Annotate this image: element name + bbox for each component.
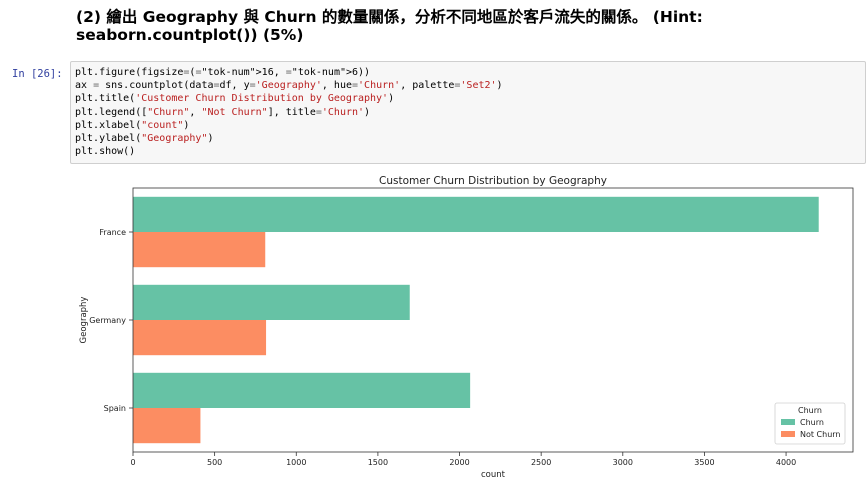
y-axis-label: Geography — [79, 297, 89, 344]
x-tick-label: 3500 — [694, 458, 714, 467]
countplot-chart: Customer Churn Distribution by Geography… — [79, 175, 854, 479]
x-tick-label: 2000 — [449, 458, 469, 467]
heading-line-2: seaborn.countplot()) (5%) — [76, 26, 304, 44]
legend-entry: Not Churn — [800, 430, 841, 439]
legend-swatch — [781, 431, 795, 437]
bar-not-churn-germany — [133, 320, 267, 356]
legend-swatch — [781, 419, 795, 425]
legend-title: Churn — [798, 406, 822, 415]
x-tick-label: 3000 — [613, 458, 633, 467]
code-line: plt.show() — [75, 146, 136, 158]
code-line: plt.figure(figsize=(="tok-num">16, ="tok… — [75, 67, 371, 78]
legend-entry: Churn — [800, 418, 824, 427]
code-cell-editor[interactable]: plt.figure(figsize=(="tok-num">16, ="tok… — [70, 61, 866, 164]
code-line: plt.xlabel("count") — [75, 119, 190, 131]
plot-frame — [132, 187, 854, 453]
x-tick-label: 500 — [207, 458, 222, 467]
code-line: plt.legend(["Churn", "Not Churn"], title… — [75, 106, 371, 118]
x-tick-label: 1000 — [286, 458, 306, 467]
code-line: plt.ylabel("Geography") — [75, 133, 214, 145]
code-line: plt.title('Customer Churn Distribution b… — [75, 93, 395, 105]
bar-not-churn-france — [133, 232, 266, 268]
y-tick-label: Germany — [89, 316, 126, 325]
markdown-heading: (2) 繪出 Geography 與 Churn 的數量關係，分析不同地區於客戶… — [76, 8, 856, 44]
x-tick-label: 2500 — [531, 458, 551, 467]
code-lines[interactable]: plt.figure(figsize=(="tok-num">16, ="tok… — [75, 66, 861, 158]
x-tick-label: 1500 — [368, 458, 388, 467]
bar-churn-france — [133, 196, 819, 232]
code-line: ax = sns.countplot(data=df, y='Geography… — [75, 80, 503, 92]
heading-line-1: (2) 繪出 Geography 與 Churn 的數量關係，分析不同地區於客戶… — [76, 8, 703, 26]
y-tick-label: France — [99, 228, 126, 237]
bar-not-churn-spain — [133, 408, 201, 444]
chart-title: Customer Churn Distribution by Geography — [379, 175, 607, 187]
input-prompt: In [26]: — [12, 68, 63, 80]
output-figure: Customer Churn Distribution by Geography… — [70, 168, 868, 479]
y-tick-label: Spain — [104, 404, 126, 413]
x-axis-label: count — [481, 470, 506, 479]
x-tick-label: 0 — [130, 458, 135, 467]
bar-churn-germany — [133, 284, 410, 320]
x-tick-label: 4000 — [776, 458, 796, 467]
bar-churn-spain — [133, 372, 471, 408]
